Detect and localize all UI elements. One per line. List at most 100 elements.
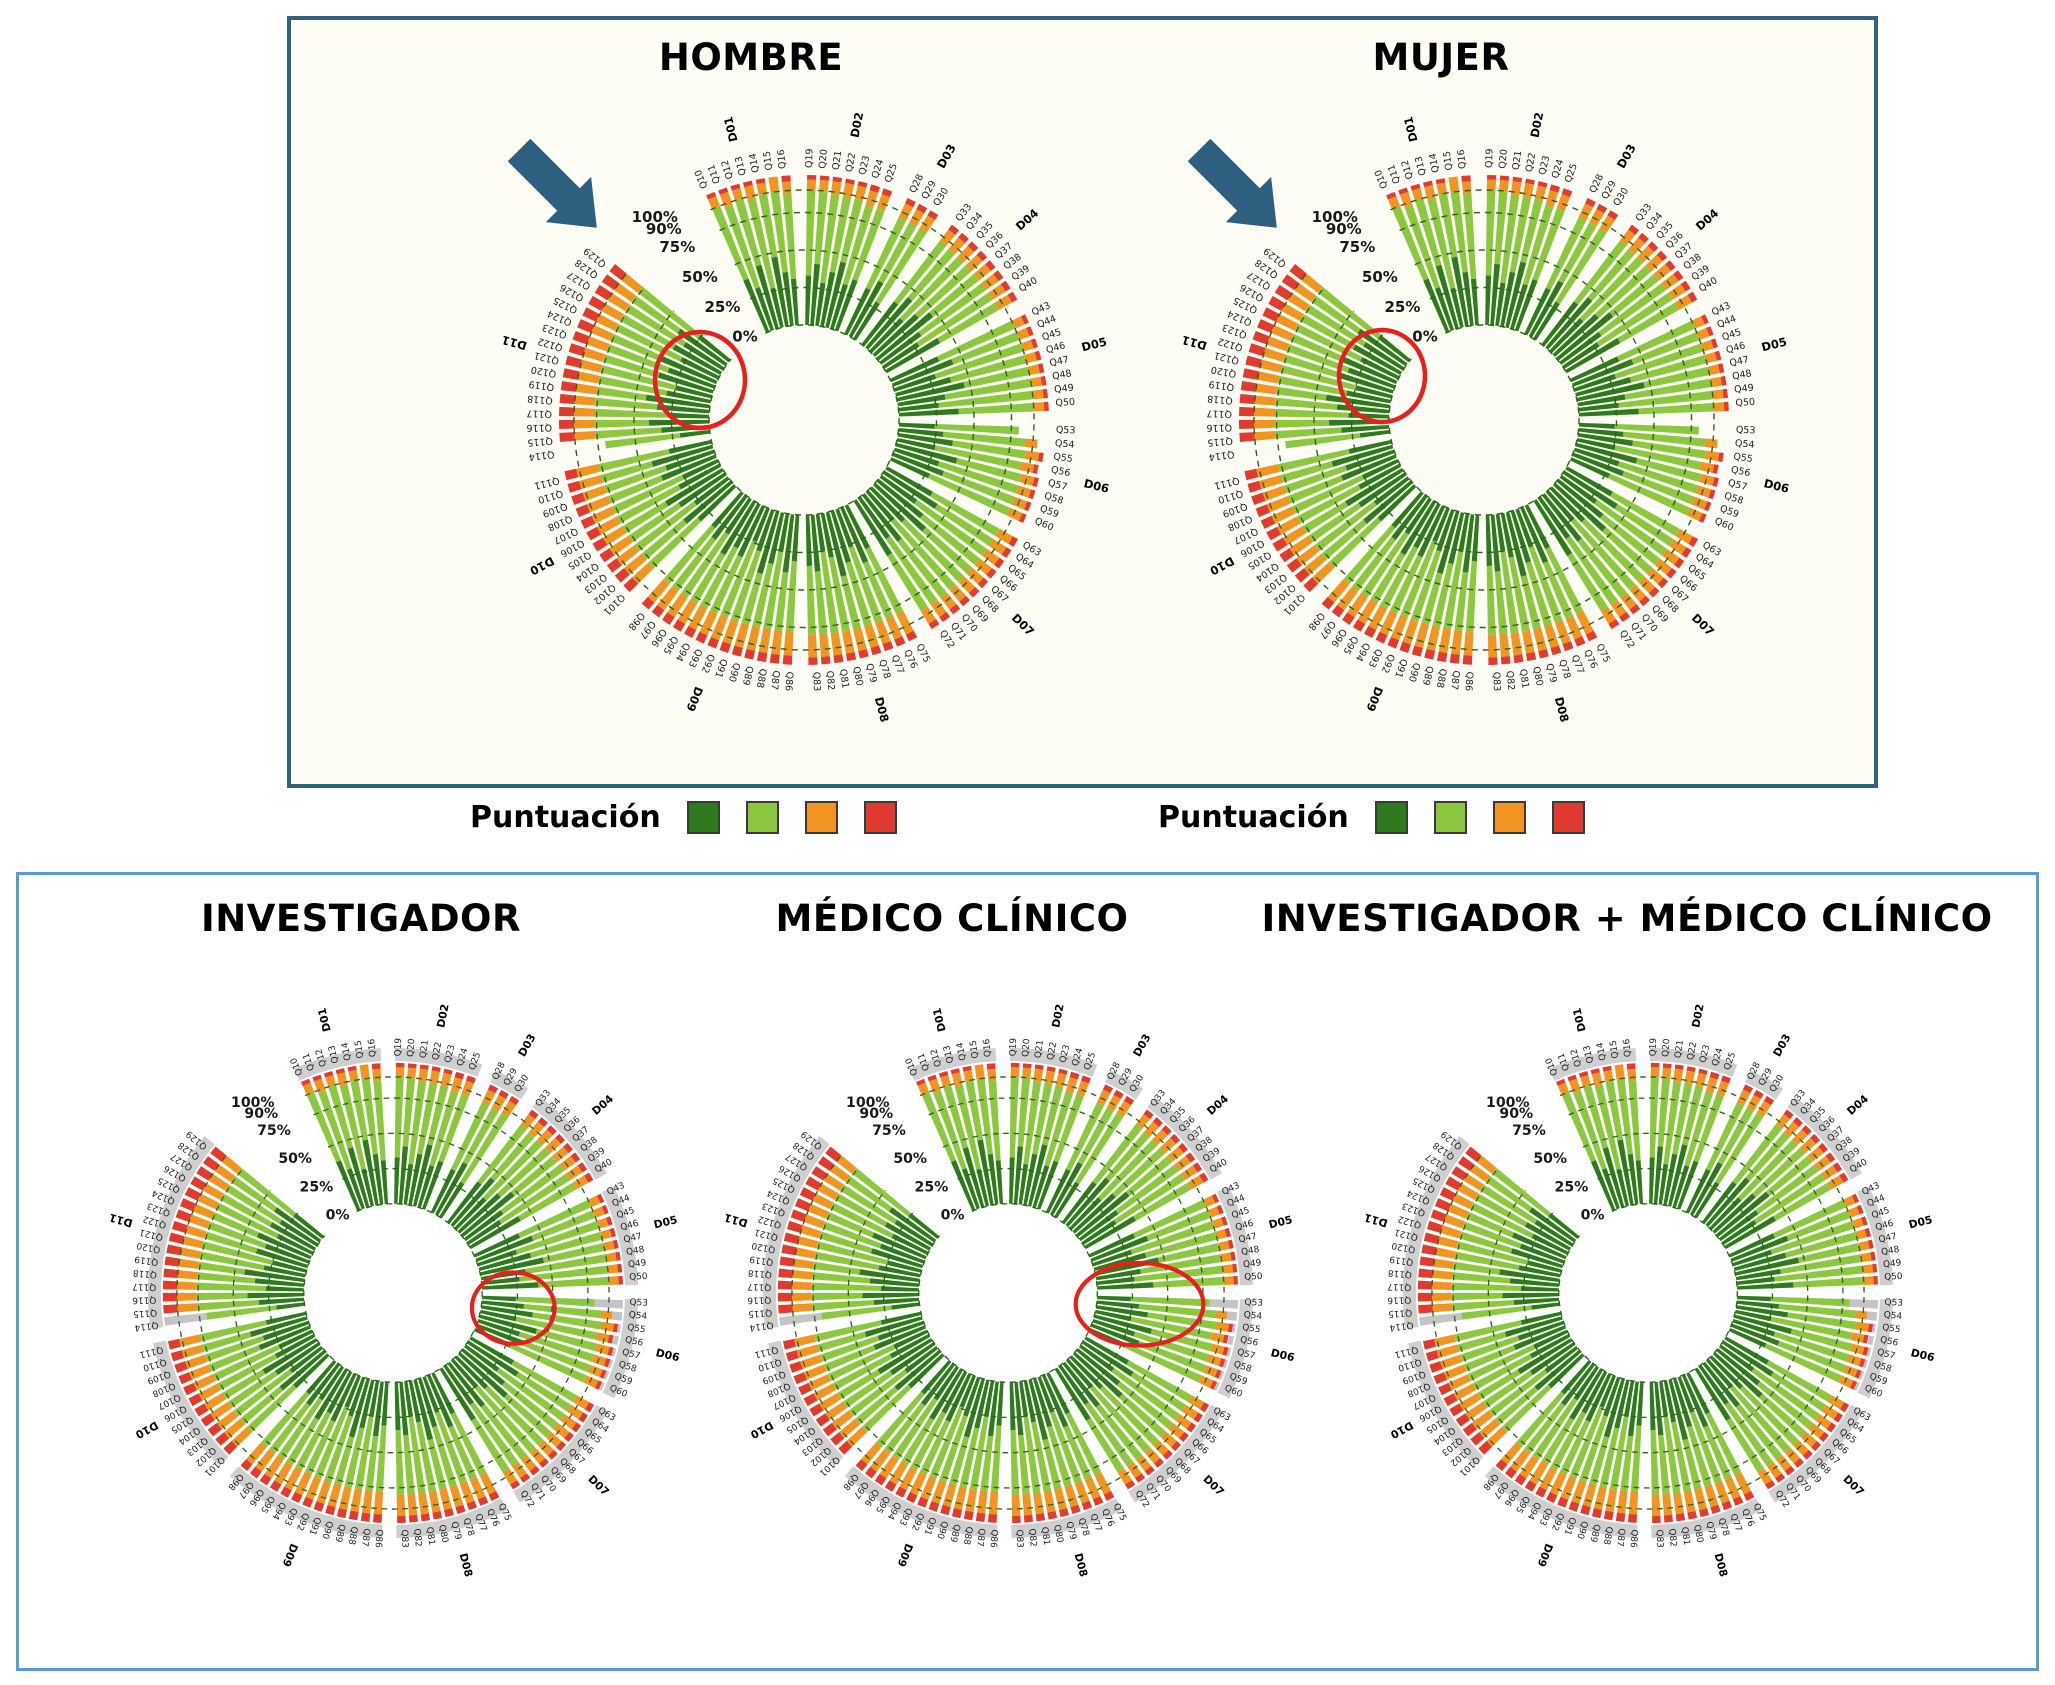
question-label: Q87 [974, 1528, 986, 1547]
question-label: Q90 [934, 1520, 949, 1541]
domain-label: D03 [1770, 1032, 1793, 1059]
radial-tick-label: 25% [300, 1179, 334, 1195]
chart-title-medico-clinico: MÉDICO CLÍNICO [775, 897, 1129, 940]
domain-label: D01 [930, 1007, 948, 1033]
question-label: Q46 [1874, 1219, 1895, 1234]
score-legend-mujer: Puntuación [1158, 800, 1585, 835]
domain-label: D04 [1844, 1092, 1871, 1118]
radial-axis-labels: 0% 25% 50% 75%90%100% [1312, 208, 1438, 346]
question-label: Q50 [1735, 397, 1755, 409]
domain-label: D09 [683, 685, 706, 714]
question-label: Q82 [1666, 1528, 1678, 1547]
question-label: Q111 [1213, 474, 1240, 491]
chart-title-investigador: INVESTIGADOR [201, 897, 521, 940]
domain-label: D10 [528, 554, 557, 578]
stacked-bars [559, 175, 1049, 665]
question-label: Q87 [359, 1528, 371, 1547]
question-label: Q46 [1725, 340, 1747, 356]
domain-label: D06 [1082, 476, 1110, 496]
question-label: Q82 [1026, 1528, 1038, 1547]
radial-tick-label: 50% [1362, 268, 1398, 286]
question-label: Q15 [762, 150, 775, 171]
domain-label: D06 [1762, 476, 1790, 496]
question-label: Q24 [1550, 158, 1566, 180]
question-label: Q23 [443, 1044, 457, 1064]
domain-label: D07 [1200, 1473, 1226, 1499]
domain-label: D11 [108, 1211, 135, 1230]
question-label: Q54 [1883, 1310, 1903, 1322]
question-label: Q20 [1497, 149, 1510, 169]
question-label: Q86 [1462, 671, 1474, 691]
question-label: Q25 [883, 162, 900, 184]
stacked-bars [777, 1062, 1239, 1524]
stacked-bars [1239, 175, 1729, 665]
radial-tick-label: 75% [1512, 1123, 1546, 1139]
grid-rings [573, 189, 1035, 651]
domain-label: D02 [848, 111, 867, 139]
question-label: Q53 [1056, 424, 1076, 436]
question-label: Q89 [1587, 1523, 1601, 1543]
question-label: Q47 [1878, 1232, 1898, 1246]
question-label: Q119 [1389, 1253, 1415, 1266]
chart-title-mujer: MUJER [1372, 36, 1510, 79]
question-label: Q15 [1609, 1040, 1621, 1059]
question-label: Q55 [626, 1323, 646, 1336]
radial-axis-labels: 0% 25% 50% 75%90%100% [632, 208, 758, 346]
question-label: Q114 [528, 448, 555, 462]
question-label: Q25 [1563, 162, 1580, 184]
question-label: Q55 [1881, 1323, 1901, 1336]
question-label: Q79 [1063, 1521, 1077, 1542]
question-label: Q25 [1723, 1051, 1739, 1072]
domain-label: D02 [434, 1003, 451, 1029]
pointer-arrow-icon [507, 138, 597, 228]
question-label: Q54 [628, 1310, 648, 1322]
question-label: Q86 [1628, 1529, 1639, 1548]
domain-label: D06 [654, 1346, 680, 1364]
question-label: Q15 [354, 1040, 366, 1059]
question-label: Q47 [1238, 1232, 1258, 1246]
question-label: Q87 [768, 670, 781, 691]
question-label: Q120 [530, 364, 557, 380]
question-label: Q13 [327, 1044, 341, 1064]
question-label: Q23 [1537, 155, 1552, 177]
question-label: Q116 [526, 422, 552, 433]
question-label: Q22 [1524, 152, 1539, 173]
domain-label: D08 [457, 1552, 476, 1578]
radial-tick-label: 50% [278, 1151, 312, 1167]
question-label: Q114 [1208, 448, 1235, 462]
domain-label: D09 [894, 1542, 915, 1569]
annotations [469, 1270, 557, 1346]
question-label: Q81 [1679, 1526, 1692, 1546]
domain-label: D04 [1204, 1092, 1231, 1118]
question-label: Q115 [748, 1307, 773, 1319]
domain-label: D09 [1534, 1542, 1555, 1569]
domain-label: D11 [1180, 333, 1208, 353]
top-panel: HOMBRE MUJER 0% 25% 50% 75% 90% 100% Q10 Q11 Q12… [287, 16, 1878, 788]
chart-hombre: 0% 25% 50% 75% 90% 100% Q10 Q11 Q12 Q13 Q14 Q15 Q16 D… [474, 90, 1134, 750]
radial-tick-label: 50% [893, 1151, 927, 1167]
question-label: Q114 [1389, 1319, 1414, 1332]
domain-label: D05 [1267, 1213, 1293, 1231]
question-label: Q119 [749, 1253, 775, 1266]
question-label: Q12 [1400, 159, 1416, 181]
radial-tick-label: 90% [1326, 220, 1362, 238]
domain-label: D02 [1689, 1003, 1706, 1029]
domain-label: D11 [1363, 1211, 1390, 1230]
domain-outer-bands [1402, 1047, 1894, 1539]
question-label: Q50 [1244, 1272, 1263, 1283]
question-label: Q83 [399, 1529, 410, 1548]
question-label: Q116 [132, 1294, 157, 1304]
domain-label: D10 [748, 1418, 775, 1441]
question-label: Q48 [1240, 1245, 1260, 1258]
question-label: Q115 [133, 1307, 158, 1319]
radial-tick-label: 75% [257, 1123, 291, 1139]
question-label: Q115 [1207, 435, 1233, 448]
question-label: Q21 [1674, 1039, 1686, 1059]
question-label: Q25 [1083, 1051, 1099, 1072]
question-label: Q16 [1622, 1038, 1633, 1057]
question-label: Q90 [726, 661, 742, 683]
